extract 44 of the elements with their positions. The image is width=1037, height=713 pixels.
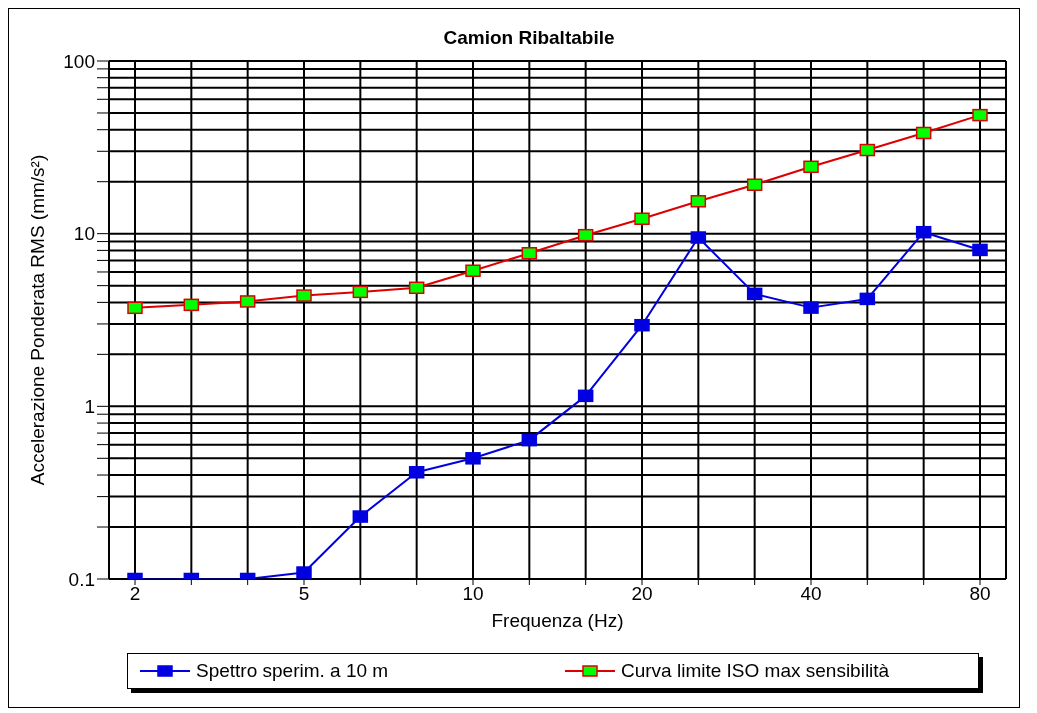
point <box>577 228 594 242</box>
point <box>352 510 369 523</box>
point <box>859 143 876 157</box>
point <box>915 126 932 140</box>
point <box>746 287 763 301</box>
point <box>746 178 763 191</box>
y-tick-label: 0.1 <box>68 568 95 590</box>
point <box>634 212 650 226</box>
point <box>465 264 481 277</box>
x-axis-title: Frequenza (Hz) <box>491 610 624 631</box>
point <box>803 301 819 314</box>
point <box>296 566 312 579</box>
point <box>239 295 256 308</box>
point <box>521 247 538 260</box>
point <box>634 318 650 332</box>
legend-label: Spettro sperim. a 10 m <box>196 660 389 682</box>
y-tick-label: 1 <box>84 396 95 418</box>
legend-label: Curva limite ISO max sensibilità <box>621 660 890 682</box>
chart-title: Camion Ribaltabile <box>442 27 616 49</box>
x-tick-label: 5 <box>298 583 310 605</box>
point <box>972 108 988 122</box>
y-tick-label: 10 <box>73 223 95 245</box>
point <box>296 289 312 302</box>
point <box>803 160 819 174</box>
x-tick-label: 40 <box>800 583 822 605</box>
point <box>915 225 932 239</box>
point <box>408 281 425 295</box>
point <box>521 433 538 447</box>
x-tick-label: 2 <box>129 583 141 605</box>
point <box>972 243 988 257</box>
point <box>690 195 707 208</box>
x-tick-label: 10 <box>462 583 484 605</box>
y-tick-label: 100 <box>63 50 95 72</box>
point <box>577 389 594 403</box>
point <box>690 231 707 244</box>
point <box>127 301 143 315</box>
x-tick-label: 80 <box>969 583 991 605</box>
point <box>465 452 481 465</box>
point <box>859 292 876 306</box>
point <box>408 466 425 479</box>
y-axis-title: Accelerazione Ponderata RMS (mm/s²) <box>26 154 48 486</box>
point <box>352 285 369 299</box>
x-tick-label: 20 <box>631 583 653 605</box>
point <box>183 298 200 312</box>
